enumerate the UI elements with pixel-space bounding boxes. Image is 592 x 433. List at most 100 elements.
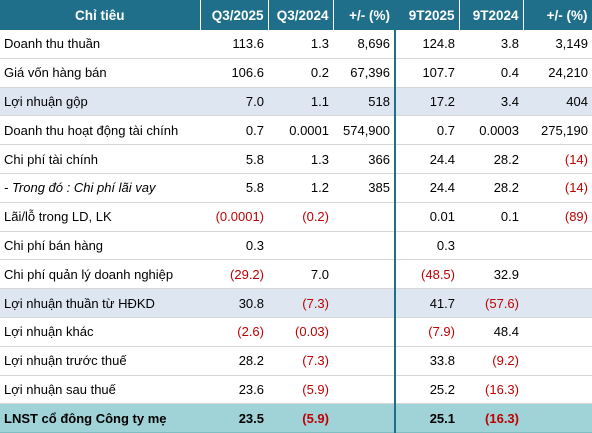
cell-value: (9.2) <box>459 346 523 376</box>
cell-value: (0.03) <box>268 317 333 347</box>
cell-value: 28.2 <box>200 346 268 376</box>
cell-value: 7.0 <box>200 87 268 117</box>
cell-value: (16.3) <box>459 403 523 433</box>
header-9t-change: +/- (%) <box>523 0 592 30</box>
table-row: Lãi/lỗ trong LD, LK (0.0001) (0.2) 0.01 0.1(… <box>0 202 592 232</box>
cell-value: (0.2) <box>268 202 333 232</box>
row-label: Lợi nhuận thuần từ HĐKD <box>0 288 200 318</box>
row-label: Chi phí bán hàng <box>0 231 200 261</box>
table-row: Chi phí quản lý doanh nghiệp (29.2) 7.0 (48… <box>0 259 592 290</box>
cell-value <box>523 346 592 376</box>
header-q-change: +/- (%) <box>333 0 396 30</box>
row-label: - Trong đó : Chi phí lãi vay <box>0 173 200 203</box>
cell-value <box>333 231 396 261</box>
cell-value: 113.6 <box>200 30 268 59</box>
cell-value: 0.7 <box>395 115 459 146</box>
header-row: Chỉ tiêu Q3/2025 Q3/2024 +/- (%) 9T2025 … <box>0 0 592 30</box>
cell-value: 275,190 <box>523 115 592 146</box>
cell-value: 1.3 <box>268 144 333 174</box>
table-row: Chi phí bán hàng 0.3 0.3 <box>0 231 592 261</box>
cell-value: 5.8 <box>200 173 268 203</box>
cell-value: 0.01 <box>395 202 459 232</box>
header-q3-2025: Q3/2025 <box>200 0 269 30</box>
cell-value: 124.8 <box>395 30 459 59</box>
cell-value: 28.2 <box>459 144 523 174</box>
cell-value: 385 <box>333 173 396 203</box>
table-row: - Trong đó : Chi phí lãi vay 5.8 1.2 385 24.… <box>0 173 592 203</box>
row-label: Lợi nhuận khác <box>0 317 200 347</box>
cell-value: (7.3) <box>268 346 333 376</box>
table-row: Lợi nhuận khác (2.6) (0.03) (7.9) 48.4 <box>0 317 592 347</box>
cell-value: 48.4 <box>459 317 523 347</box>
cell-value: 3.8 <box>459 30 523 59</box>
table-row: Lợi nhuận gộp 7.0 1.1 518 17.2 3.4 404 <box>0 87 592 117</box>
cell-value: 28.2 <box>459 173 523 203</box>
cell-value: 3.4 <box>459 87 523 117</box>
table-row: LNST cổ đông Công ty mẹ 23.5 (5.9) 25.1 (16.… <box>0 403 592 433</box>
table-row: Lợi nhuận trước thuế 28.2 (7.3) 33.8 (9.2) <box>0 346 592 376</box>
cell-value: 107.7 <box>395 58 459 88</box>
cell-value: 0.1 <box>459 202 523 232</box>
row-label: Chi phí tài chính <box>0 144 200 174</box>
cell-value: 25.2 <box>395 375 459 405</box>
cell-value: 1.2 <box>268 173 333 203</box>
cell-value: 0.0003 <box>459 115 523 146</box>
table-row: Doanh thu thuần 113.6 1.3 8,696 124.8 3.8 3,14… <box>0 30 592 59</box>
header-9t2025: 9T2025 <box>395 0 460 30</box>
row-label: Doanh thu thuần <box>0 30 200 59</box>
row-label: Doanh thu hoạt động tài chính <box>0 115 200 146</box>
cell-value: (7.3) <box>268 288 333 318</box>
cell-value <box>268 231 333 261</box>
cell-value: 366 <box>333 144 396 174</box>
cell-value <box>523 317 592 347</box>
cell-value: 1.3 <box>268 30 333 59</box>
cell-value <box>523 375 592 405</box>
cell-value: 24,210 <box>523 58 592 88</box>
cell-value: 67,396 <box>333 58 396 88</box>
cell-value: 1.1 <box>268 87 333 117</box>
cell-value <box>523 403 592 433</box>
cell-value <box>459 231 523 261</box>
cell-value: (48.5) <box>395 259 459 290</box>
row-label: Lợi nhuận gộp <box>0 87 200 117</box>
cell-value <box>333 375 396 405</box>
cell-value: 30.8 <box>200 288 268 318</box>
cell-value: 8,696 <box>333 30 396 59</box>
cell-value: (2.6) <box>200 317 268 347</box>
cell-value: (5.9) <box>268 403 333 433</box>
cell-value: 24.4 <box>395 173 459 203</box>
table-row: Lợi nhuận thuần từ HĐKD 30.8 (7.3) 41.7 (57.… <box>0 288 592 318</box>
cell-value: 41.7 <box>395 288 459 318</box>
cell-value: (16.3) <box>459 375 523 405</box>
cell-value: 32.9 <box>459 259 523 290</box>
header-q3-2024: Q3/2024 <box>268 0 334 30</box>
cell-value: (89) <box>523 202 592 232</box>
cell-value <box>333 202 396 232</box>
cell-value: (5.9) <box>268 375 333 405</box>
cell-value: (7.9) <box>395 317 459 347</box>
cell-value: 3,149 <box>523 30 592 59</box>
row-label: Chi phí quản lý doanh nghiệp <box>0 259 200 290</box>
cell-value: 0.3 <box>200 231 268 261</box>
cell-value <box>333 317 396 347</box>
cell-value: (29.2) <box>200 259 268 290</box>
cell-value: 17.2 <box>395 87 459 117</box>
cell-value: (14) <box>523 144 592 174</box>
cell-value: 23.6 <box>200 375 268 405</box>
cell-value: 23.5 <box>200 403 268 433</box>
cell-value: 106.6 <box>200 58 268 88</box>
cell-value: 25.1 <box>395 403 459 433</box>
cell-value: (57.6) <box>459 288 523 318</box>
header-label: Chỉ tiêu <box>0 0 201 30</box>
cell-value <box>333 288 396 318</box>
table-row: Chi phí tài chính 5.8 1.3 366 24.4 28.2 (14) <box>0 144 592 174</box>
table-row: Lợi nhuận sau thuế 23.6 (5.9) 25.2 (16.3) <box>0 375 592 405</box>
cell-value: 24.4 <box>395 144 459 174</box>
row-label: Lợi nhuận sau thuế <box>0 375 200 405</box>
cell-value: 0.7 <box>200 115 268 146</box>
cell-value: 0.2 <box>268 58 333 88</box>
cell-value: 0.0001 <box>268 115 333 146</box>
cell-value: (0.0001) <box>200 202 268 232</box>
cell-value <box>333 346 396 376</box>
